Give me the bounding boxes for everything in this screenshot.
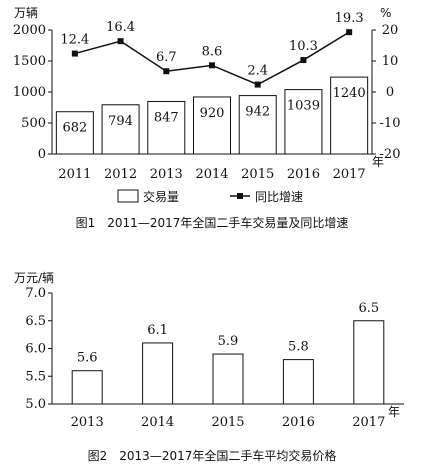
chart1-growth-line: 12.4 16.4 6.7 8.6 2.4 10.3 19.3: [60, 11, 364, 88]
right-axis-tick-label: 20: [382, 23, 399, 38]
volume-bar: [101, 104, 140, 155]
price-bar-label: 5.8: [288, 340, 309, 355]
volume-bar: [284, 89, 323, 155]
chart-2: 万元/辆 5.0 5.5 6.0 6.5 7.0 5.6 6.1 5.9 5.8 6.5 201…: [14, 271, 404, 463]
price-bar-label: 5.6: [77, 351, 98, 366]
right-axis-tick-label: -10: [380, 116, 401, 131]
price-bar: [142, 342, 174, 405]
right-axis-tick-label: 10: [382, 54, 399, 69]
growth-value-label: 12.4: [60, 33, 89, 48]
chart2-x-unit: 年: [388, 405, 400, 419]
chart1-legend: 交易量 同比增速: [117, 189, 303, 204]
x-tick-label: 2014: [195, 167, 228, 182]
chart2-left-unit: 万元/辆: [14, 271, 54, 285]
volume-bar-label: 794: [108, 114, 133, 129]
x-tick-label: 2016: [287, 167, 320, 182]
price-bar: [71, 370, 103, 405]
volume-bar-label: 942: [245, 105, 270, 120]
x-tick-label: 2013: [150, 167, 183, 182]
x-tick-label: 2015: [211, 415, 244, 430]
legend-bar-swatch: [117, 189, 139, 203]
growth-marker: [346, 29, 353, 36]
growth-value-label: 2.4: [247, 64, 268, 79]
x-tick-label: 2016: [282, 415, 315, 430]
chart-1: 万辆 % 0 500 1000 1500 2000 -20 -10 0 10 20 682 794…: [13, 6, 401, 230]
volume-bar-label: 1240: [333, 86, 366, 101]
volume-bar-label: 1039: [287, 99, 320, 114]
price-bar: [282, 359, 314, 405]
left-axis-tick-label: 1000: [13, 85, 46, 100]
y-axis-tick-label: 6.5: [25, 314, 46, 329]
growth-marker: [209, 62, 215, 69]
growth-marker: [71, 50, 78, 57]
chart2-title: 图2 2013—2017年全国二手车平均交易价格: [88, 448, 337, 463]
growth-marker: [163, 68, 170, 75]
volume-bar-label: 920: [200, 106, 225, 121]
volume-bar: [55, 111, 94, 155]
left-axis-tick-label: 500: [21, 116, 46, 131]
legend-line-marker: [237, 193, 243, 199]
volume-bar-label: 847: [154, 110, 179, 125]
chart1-left-unit: 万辆: [14, 6, 38, 20]
volume-bar-label: 682: [62, 121, 87, 136]
x-tick-label: 2011: [58, 167, 91, 182]
growth-marker: [300, 57, 307, 64]
volume-bar: [147, 100, 186, 155]
right-axis-tick-label: -20: [380, 147, 401, 162]
growth-value-label: 10.3: [289, 39, 318, 54]
price-bar: [212, 353, 244, 405]
chart1-right-unit: %: [380, 6, 391, 20]
legend-line-label: 同比增速: [255, 190, 303, 204]
x-tick-label: 2012: [104, 167, 137, 182]
chart1-x-unit: 年: [372, 155, 384, 169]
y-axis-tick-label: 5.0: [25, 397, 46, 412]
price-bar-label: 6.5: [358, 301, 379, 316]
growth-value-label: 6.7: [156, 50, 177, 65]
left-axis-tick-label: 1500: [13, 54, 46, 69]
chart1-x-labels: 2011 2012 2013 2014 2015 2016 2017: [58, 167, 365, 182]
volume-bar: [238, 95, 277, 155]
legend-bar-label: 交易量: [143, 189, 179, 204]
chart1-title: 图1 2011—2017年全国二手车交易量及同比增速: [76, 215, 349, 230]
right-axis-tick-label: 0: [386, 85, 394, 100]
chart1-right-axis: -20 -10 0 10 20: [371, 23, 401, 162]
chart1-bars: 682 794 847 920 942 1039 1240: [55, 76, 369, 155]
volume-bar: [193, 96, 231, 155]
chart2-bars: 5.6 6.1 5.9 5.8 6.5: [71, 301, 385, 405]
left-axis-tick-label: 0: [38, 147, 46, 162]
x-tick-label: 2013: [71, 415, 104, 430]
growth-marker: [117, 38, 124, 45]
x-tick-label: 2015: [241, 167, 274, 182]
price-bar-label: 5.9: [218, 334, 239, 349]
price-bar-label: 6.1: [147, 323, 168, 338]
x-tick-label: 2014: [141, 415, 174, 430]
left-axis-tick-label: 2000: [13, 23, 46, 38]
growth-value-label: 19.3: [335, 11, 364, 26]
chart2-x-labels: 2013 2014 2015 2016 2017: [71, 415, 386, 430]
y-axis-tick-label: 6.0: [25, 342, 46, 357]
volume-bar: [330, 76, 369, 155]
y-axis-tick-label: 5.5: [25, 369, 46, 384]
growth-value-label: 8.6: [202, 44, 223, 59]
price-bar: [353, 320, 385, 405]
x-tick-label: 2017: [333, 167, 366, 182]
y-axis-tick-label: 7.0: [25, 286, 46, 301]
growth-marker: [254, 81, 261, 88]
x-tick-label: 2017: [352, 415, 385, 430]
growth-value-label: 16.4: [106, 20, 135, 35]
